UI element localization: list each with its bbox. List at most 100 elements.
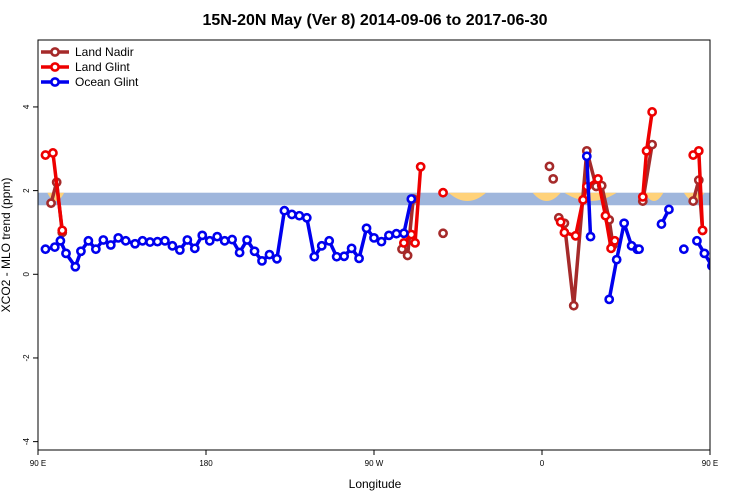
- y-tick-label: -4: [22, 438, 31, 446]
- data-point: [212, 231, 223, 242]
- data-point: [76, 246, 86, 257]
- data-point: [49, 242, 60, 252]
- data-point: [600, 210, 611, 221]
- data-point: [544, 161, 555, 172]
- data-point: [309, 251, 320, 262]
- data-point: [160, 235, 170, 246]
- data-point: [264, 249, 275, 260]
- legend-label: Land Nadir: [75, 45, 134, 59]
- data-point: [204, 235, 215, 246]
- data-point: [219, 235, 230, 246]
- data-point: [559, 227, 570, 238]
- data-point: [647, 107, 658, 117]
- data-point: [40, 244, 51, 255]
- data-point: [369, 232, 379, 243]
- legend-marker: [50, 62, 60, 72]
- x-tick-label: 180: [199, 459, 213, 468]
- data-point: [604, 294, 615, 305]
- data-point: [354, 253, 364, 264]
- data-point: [46, 198, 56, 209]
- data-point: [384, 230, 394, 241]
- data-point: [48, 148, 58, 158]
- data-point: [692, 235, 702, 246]
- data-point: [137, 235, 148, 246]
- data-point: [174, 245, 185, 255]
- data-point: [688, 196, 699, 206]
- data-point: [324, 235, 335, 246]
- data-point: [90, 244, 101, 255]
- data-point: [70, 261, 81, 272]
- series-line: [585, 156, 593, 237]
- data-point: [555, 217, 566, 227]
- data-point: [410, 238, 420, 248]
- data-point: [568, 300, 579, 311]
- legend-item: Land Glint: [41, 60, 130, 74]
- data-point: [272, 253, 282, 264]
- data-point: [257, 255, 267, 266]
- data-point: [346, 243, 357, 254]
- data-point: [61, 248, 71, 259]
- y-tick-label: 2: [22, 188, 31, 193]
- band-highlight: [532, 192, 561, 201]
- y-tick-label: -2: [22, 354, 31, 362]
- legend-marker: [50, 77, 60, 87]
- data-point: [145, 237, 155, 247]
- data-point: [606, 243, 616, 254]
- data-point: [301, 212, 312, 223]
- data-point: [120, 235, 131, 246]
- data-point: [548, 173, 559, 184]
- data-point: [279, 205, 290, 216]
- data-point: [570, 230, 581, 241]
- data-point: [316, 240, 327, 251]
- y-axis-title: XCO2 - MLO trend (ppm): [0, 178, 13, 313]
- legend-item: Land Nadir: [41, 45, 134, 59]
- chart-title: 15N-20N May (Ver 8) 2014-09-06 to 2017-0…: [202, 12, 547, 29]
- data-point: [398, 238, 409, 248]
- x-tick-label: 90 W: [365, 459, 384, 468]
- data-point: [678, 244, 689, 255]
- data-point: [55, 235, 66, 246]
- data-point: [286, 209, 297, 220]
- data-point: [294, 210, 305, 221]
- data-point: [693, 145, 704, 156]
- data-point: [189, 243, 200, 254]
- data-point: [391, 228, 402, 239]
- data-point: [664, 204, 674, 215]
- data-point: [167, 240, 178, 251]
- data-point: [609, 235, 620, 246]
- data-point: [57, 225, 68, 236]
- data-point: [331, 251, 342, 262]
- data-point: [83, 235, 94, 246]
- data-point: [578, 194, 588, 205]
- data-point: [361, 223, 372, 234]
- reference-band: [38, 192, 710, 206]
- legend-label: Ocean Glint: [75, 75, 139, 89]
- x-tick-label: 0: [540, 459, 545, 468]
- data-point: [585, 231, 596, 242]
- data-point: [113, 232, 124, 243]
- data-point: [406, 229, 417, 240]
- data-point: [130, 238, 140, 249]
- band-highlight: [448, 192, 486, 201]
- legend-marker: [50, 47, 60, 57]
- data-point: [581, 151, 592, 162]
- x-tick-label: 90 E: [702, 459, 718, 468]
- data-point: [637, 191, 648, 202]
- data-point: [656, 219, 667, 229]
- data-point: [242, 235, 252, 245]
- data-point: [641, 145, 652, 156]
- x-axis: 90 E 180 90 W 0 90 E: [30, 450, 718, 468]
- x-axis-title: Longitude: [349, 477, 402, 491]
- data-point: [234, 247, 245, 258]
- legend-item: Ocean Glint: [41, 75, 139, 89]
- data-point: [593, 173, 603, 184]
- data-point: [402, 250, 413, 261]
- data-point: [197, 230, 208, 241]
- data-point: [406, 194, 417, 204]
- data-point: [699, 248, 710, 259]
- data-point: [619, 218, 630, 229]
- data-point: [398, 228, 409, 239]
- data-point: [105, 240, 116, 250]
- y-tick-label: 4: [22, 104, 31, 109]
